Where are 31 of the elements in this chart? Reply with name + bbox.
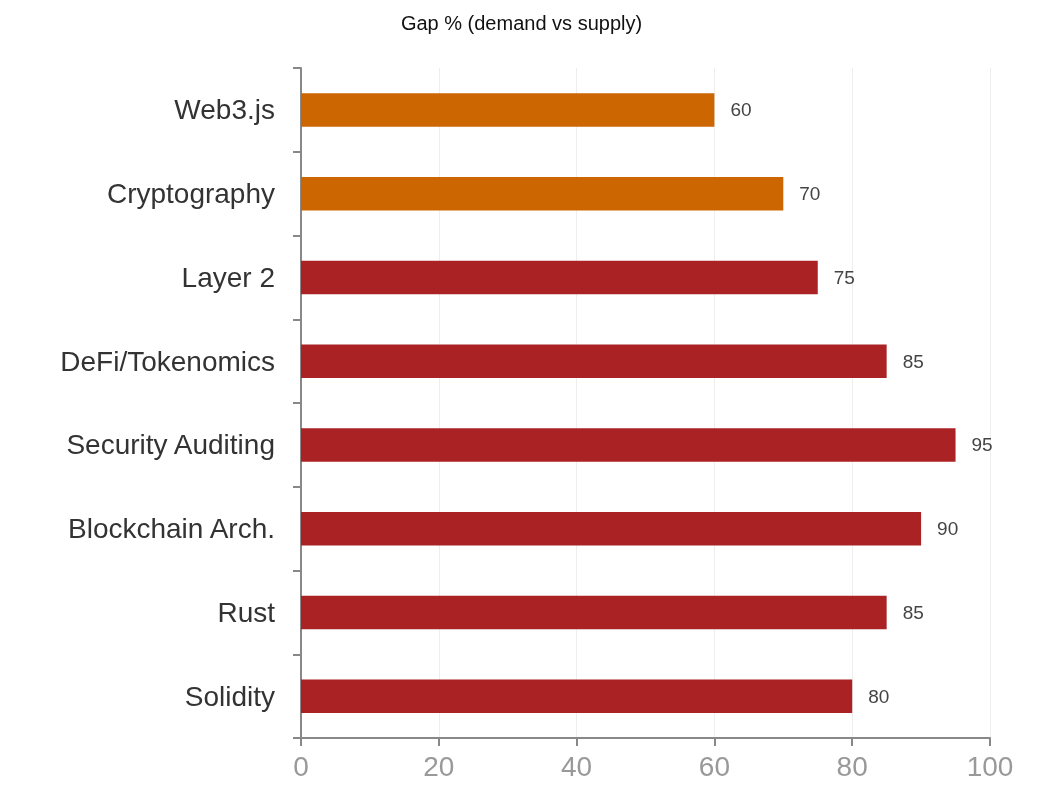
data-label: 75	[833, 266, 855, 288]
y-tick-label: Web3.js	[174, 94, 275, 126]
bar	[301, 428, 956, 462]
data-label: 70	[799, 183, 821, 205]
data-label: 80	[868, 685, 890, 707]
data-label: 95	[971, 434, 993, 456]
bar	[301, 679, 853, 713]
y-tick-label: Security Auditing	[66, 429, 275, 461]
data-label: 85	[902, 350, 924, 372]
x-tick-label: 0	[293, 750, 309, 782]
bar	[301, 344, 887, 378]
y-tick-label: DeFi/Tokenomics	[60, 345, 275, 377]
bar	[301, 260, 818, 295]
bar	[301, 93, 715, 127]
bar	[301, 511, 922, 546]
bar	[301, 176, 784, 211]
data-label: 60	[730, 99, 752, 121]
chart-title: Gap % (demand vs supply)	[400, 12, 643, 34]
bar	[301, 595, 887, 630]
y-tick-label: Rust	[217, 596, 276, 628]
y-tick-label: Solidity	[184, 680, 275, 712]
x-tick-label: 20	[423, 750, 455, 782]
y-tick-label: Cryptography	[106, 178, 275, 210]
x-tick-label: 40	[561, 750, 593, 782]
x-tick-label: 100	[966, 750, 1014, 782]
x-tick-label: 80	[836, 750, 868, 782]
y-tick-label: Layer 2	[181, 261, 275, 293]
x-tick-label: 60	[698, 750, 730, 782]
y-tick-label: Blockchain Arch.	[68, 513, 275, 545]
data-label: 85	[902, 601, 924, 623]
data-label: 90	[937, 518, 959, 540]
